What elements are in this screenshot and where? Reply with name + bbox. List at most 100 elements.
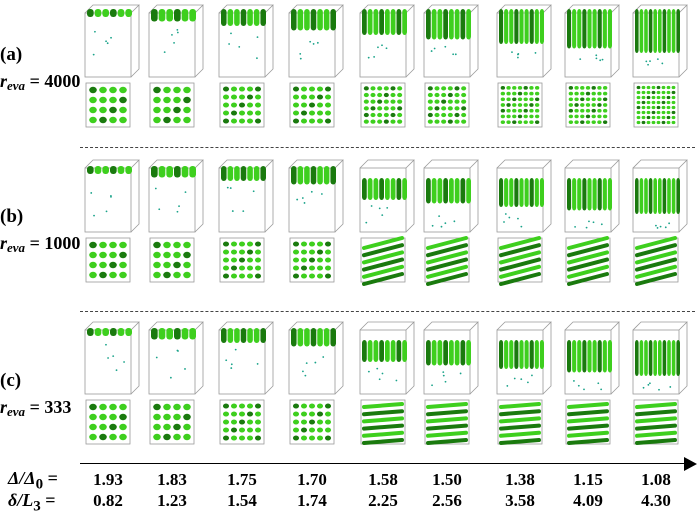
film-blob <box>651 95 656 100</box>
film-blob <box>534 120 540 124</box>
stripe <box>499 430 541 438</box>
film-blob <box>173 261 181 269</box>
film-blob <box>397 92 403 98</box>
film-column <box>499 340 504 369</box>
top-view-frame <box>424 82 470 128</box>
film-blob <box>109 241 117 249</box>
film-blob <box>512 114 517 119</box>
stripe <box>362 416 404 424</box>
particle <box>513 377 516 380</box>
film-blob <box>534 103 540 107</box>
film-column <box>437 178 443 204</box>
film-blob <box>324 419 332 425</box>
film-blob <box>597 114 602 119</box>
film-column <box>454 9 460 40</box>
stripe <box>567 264 609 279</box>
film-column <box>676 9 680 53</box>
particle <box>110 36 112 39</box>
film-column <box>644 340 648 376</box>
film-blob <box>292 249 300 255</box>
particle <box>459 372 462 375</box>
film-blob <box>292 273 300 279</box>
particle <box>444 45 447 48</box>
film-blob <box>183 96 191 104</box>
particle <box>367 56 370 59</box>
film-column <box>504 9 509 44</box>
film-column <box>671 9 676 53</box>
film-column <box>367 9 373 35</box>
film-blob <box>109 261 117 269</box>
film-blob <box>534 91 540 96</box>
film-blob <box>656 110 661 115</box>
film-blob <box>230 411 238 417</box>
film-column <box>587 178 592 211</box>
particle <box>252 190 255 193</box>
film-blob <box>254 94 262 100</box>
separator-line <box>80 311 695 312</box>
film-blob <box>300 265 308 271</box>
film-blob <box>370 92 376 98</box>
simulation-panel <box>218 159 274 283</box>
film-column <box>449 340 454 366</box>
film-blob <box>461 86 467 91</box>
box-edges <box>288 159 344 233</box>
particle <box>169 376 172 379</box>
film-column <box>297 9 304 31</box>
film-column <box>234 328 240 343</box>
axis-value: 1.74 <box>297 491 327 510</box>
film-blob <box>646 115 651 120</box>
film-blob <box>109 433 117 441</box>
film-blob <box>99 86 107 94</box>
film-blob <box>656 120 661 125</box>
film-column <box>667 340 671 376</box>
film-blob <box>651 115 656 120</box>
film-blob <box>363 99 369 104</box>
particle <box>155 356 158 359</box>
film-blob <box>529 97 534 102</box>
film-column <box>582 9 587 49</box>
film-blob <box>454 92 460 98</box>
film-blob <box>656 85 661 90</box>
particle <box>656 227 659 229</box>
film-column <box>431 9 437 40</box>
film-blob <box>574 91 579 96</box>
film-blob <box>163 261 171 269</box>
film-blob <box>292 86 300 92</box>
particle <box>444 222 447 225</box>
film-blob <box>434 86 440 91</box>
film-column <box>247 9 253 26</box>
film-blob <box>390 99 396 104</box>
box-edges <box>84 4 140 78</box>
particle <box>585 226 588 229</box>
box-edges <box>148 159 204 233</box>
film-blob <box>641 120 646 125</box>
film-column <box>396 9 402 35</box>
film-column <box>567 340 572 373</box>
particle <box>303 202 306 204</box>
film-blob <box>661 95 666 100</box>
box-edges <box>423 159 479 233</box>
stripe <box>499 402 541 409</box>
film-blob <box>230 257 238 263</box>
film-blob <box>580 103 585 107</box>
simulation-panel <box>84 321 140 445</box>
particle <box>299 52 302 55</box>
film-blob <box>246 118 254 124</box>
film-column <box>514 9 519 44</box>
stripe <box>499 257 541 272</box>
film-blob <box>119 241 127 249</box>
film-blob <box>222 94 230 100</box>
film-blob <box>651 110 656 115</box>
film-column <box>181 9 189 22</box>
film-column <box>125 166 132 174</box>
film-column <box>247 166 253 181</box>
axis-value: 1.38 <box>505 470 535 489</box>
particle <box>592 221 595 224</box>
film-column <box>648 340 653 376</box>
film-column <box>260 328 266 343</box>
particle <box>647 383 650 386</box>
film-column <box>582 178 587 211</box>
film-column <box>158 9 166 22</box>
film-blob <box>316 102 324 108</box>
